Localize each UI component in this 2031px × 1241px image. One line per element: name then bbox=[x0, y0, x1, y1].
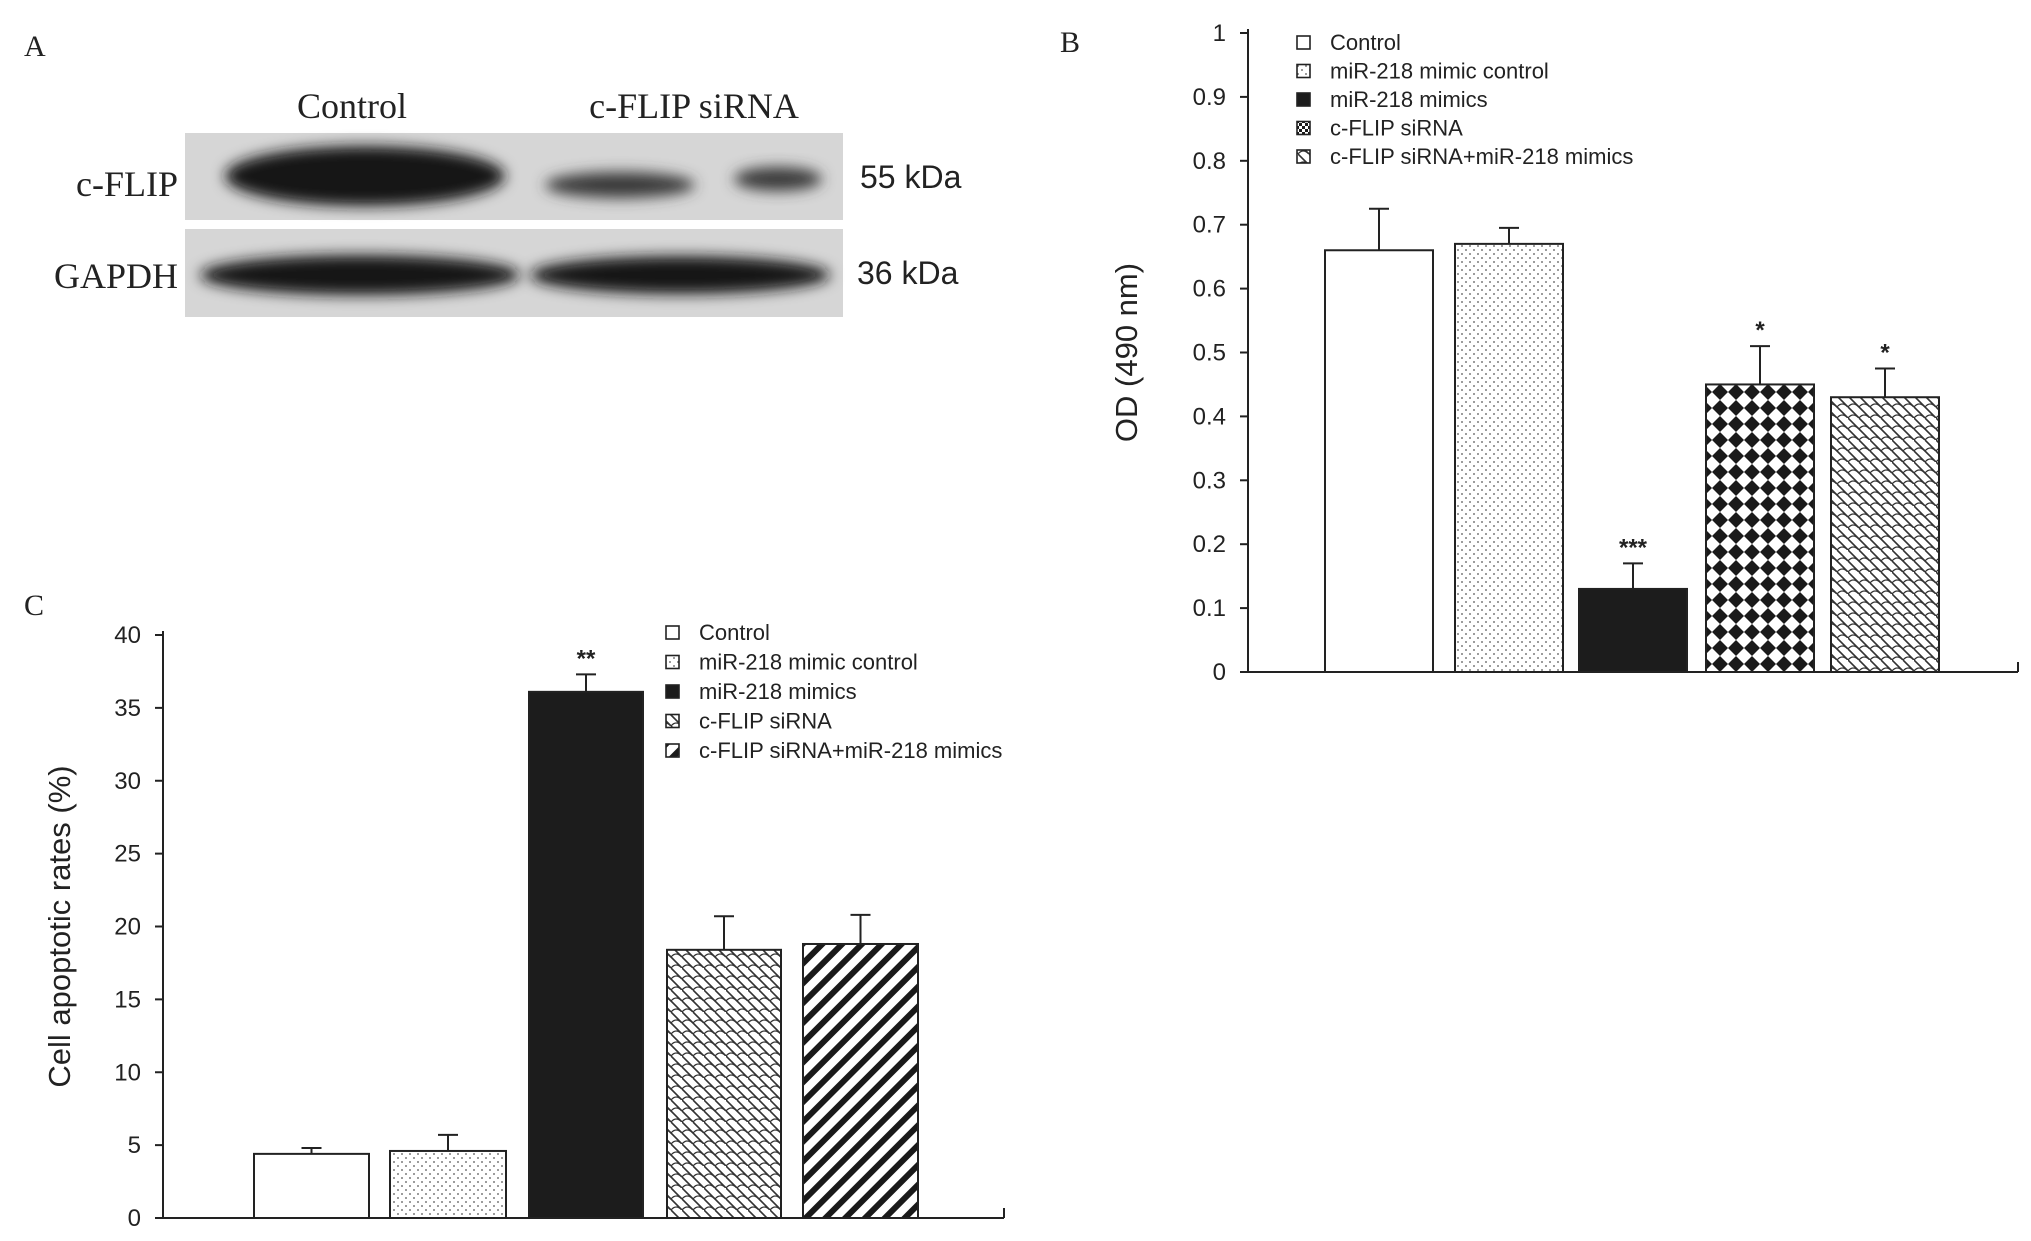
lane-label-cflip-sirna: c-FLIP siRNA bbox=[589, 86, 799, 126]
legend-swatch bbox=[665, 684, 680, 699]
panel-b-letter: B bbox=[1060, 26, 1080, 59]
y-tick-label: 0.8 bbox=[1193, 148, 1226, 175]
bar-5 bbox=[1830, 396, 1940, 673]
y-tick-label: 1 bbox=[1213, 20, 1226, 47]
y-tick-label: 0.3 bbox=[1193, 467, 1226, 494]
band-gapdh-sirna bbox=[530, 256, 830, 294]
y-tick-label: 0 bbox=[1213, 659, 1226, 686]
row-label-gapdh: GAPDH bbox=[54, 256, 178, 296]
panel-a-western-blot: A Control c-FLIP siRNA c-FLIP GAPDH 55 k… bbox=[24, 30, 962, 317]
bar-5 bbox=[802, 942, 919, 1219]
significance-label: * bbox=[1755, 317, 1765, 344]
y-tick-label: 40 bbox=[114, 622, 141, 649]
legend-swatch bbox=[1296, 92, 1311, 107]
legend-swatch bbox=[665, 654, 680, 670]
y-tick-label: 30 bbox=[114, 768, 141, 795]
y-tick-label: 15 bbox=[114, 986, 141, 1013]
band-cflip-sirna-2 bbox=[734, 167, 822, 191]
legend-label: Control bbox=[699, 620, 770, 645]
y-tick-label: 0.5 bbox=[1193, 340, 1226, 367]
bar-4 bbox=[666, 948, 782, 1219]
lane-label-control: Control bbox=[297, 86, 407, 126]
panel-c-letter: C bbox=[24, 589, 44, 622]
bar-2 bbox=[389, 1149, 507, 1219]
bar-2 bbox=[1454, 242, 1564, 673]
legend-label: miR-218 mimics bbox=[1330, 87, 1488, 112]
y-tick-label: 35 bbox=[114, 695, 141, 722]
legend-swatch bbox=[1296, 63, 1311, 79]
y-tick-label: 0.7 bbox=[1193, 212, 1226, 239]
significance-label: ** bbox=[577, 645, 596, 672]
y-tick-label: 0.9 bbox=[1193, 84, 1226, 111]
legend-swatch bbox=[1296, 149, 1311, 164]
legend-label: c-FLIP siRNA bbox=[699, 709, 832, 734]
chart-b-legend: Control miR-218 mimic control miR-218 mimi… bbox=[1296, 30, 1633, 169]
panel-a-letter: A bbox=[24, 30, 46, 63]
legend-swatch bbox=[1296, 35, 1311, 50]
band-gapdh-control bbox=[200, 255, 520, 295]
bar-1 bbox=[1324, 249, 1434, 673]
chart-c-legend: Control miR-218 mimic control miR-218 mimi… bbox=[665, 620, 1002, 763]
y-tick-label: 20 bbox=[114, 914, 141, 941]
y-axis-label: OD (490 nm) bbox=[1109, 263, 1144, 442]
legend-swatch bbox=[665, 625, 680, 640]
significance-label: * bbox=[1880, 339, 1890, 366]
legend-label: miR-218 mimic control bbox=[1330, 59, 1549, 84]
legend-label: c-FLIP siRNA+miR-218 mimics bbox=[1330, 144, 1633, 169]
band-cflip-control bbox=[225, 146, 505, 206]
legend-swatch bbox=[1296, 120, 1311, 136]
bar-4 bbox=[1705, 383, 1815, 673]
y-tick-label: 0 bbox=[128, 1205, 141, 1232]
kda-label-gapdh: 36 kDa bbox=[857, 255, 959, 291]
y-tick-label: 0.1 bbox=[1193, 595, 1226, 622]
y-tick-label: 0.6 bbox=[1193, 276, 1226, 303]
y-tick-label: 5 bbox=[128, 1132, 141, 1159]
legend-label: c-FLIP siRNA+miR-218 mimics bbox=[699, 738, 1002, 763]
chart-b-axes: 0 0.1 0.2 0.3 0.4 0.5 0.6 0.7 0.8 0.9 1 OD (490 nm) bbox=[1109, 20, 2019, 686]
kda-label-cflip: 55 kDa bbox=[860, 159, 962, 195]
y-axis-label: Cell apoptotic rates (%) bbox=[42, 765, 77, 1087]
panel-b-chart: B 0 0.1 0.2 0.3 0.4 0.5 0.6 0.7 0.8 0.9 1 OD (490 n… bbox=[1060, 20, 2019, 686]
row-label-cflip: c-FLIP bbox=[76, 164, 178, 204]
significance-label: *** bbox=[1619, 534, 1648, 561]
legend-swatch bbox=[665, 713, 680, 729]
y-tick-label: 10 bbox=[114, 1059, 141, 1086]
legend-label: c-FLIP siRNA bbox=[1330, 116, 1463, 141]
band-cflip-sirna-1 bbox=[545, 172, 695, 198]
y-tick-label: 0.2 bbox=[1193, 531, 1226, 558]
legend-label: miR-218 mimic control bbox=[699, 650, 918, 675]
chart-b-bars: ***** bbox=[1324, 207, 1940, 673]
y-tick-label: 0.4 bbox=[1193, 403, 1226, 430]
legend-swatch bbox=[665, 743, 680, 758]
bar-3 bbox=[1578, 587, 1688, 673]
chart-c-bars: ** bbox=[253, 645, 919, 1219]
bar-3 bbox=[528, 690, 644, 1219]
bar-1 bbox=[253, 1152, 370, 1219]
y-tick-label: 25 bbox=[114, 841, 141, 868]
legend-label: Control bbox=[1330, 30, 1401, 55]
legend-label: miR-218 mimics bbox=[699, 679, 857, 704]
panel-c-chart: C 0 5 10 15 20 25 30 35 40 Cell apoptotic rates (… bbox=[24, 589, 1005, 1232]
